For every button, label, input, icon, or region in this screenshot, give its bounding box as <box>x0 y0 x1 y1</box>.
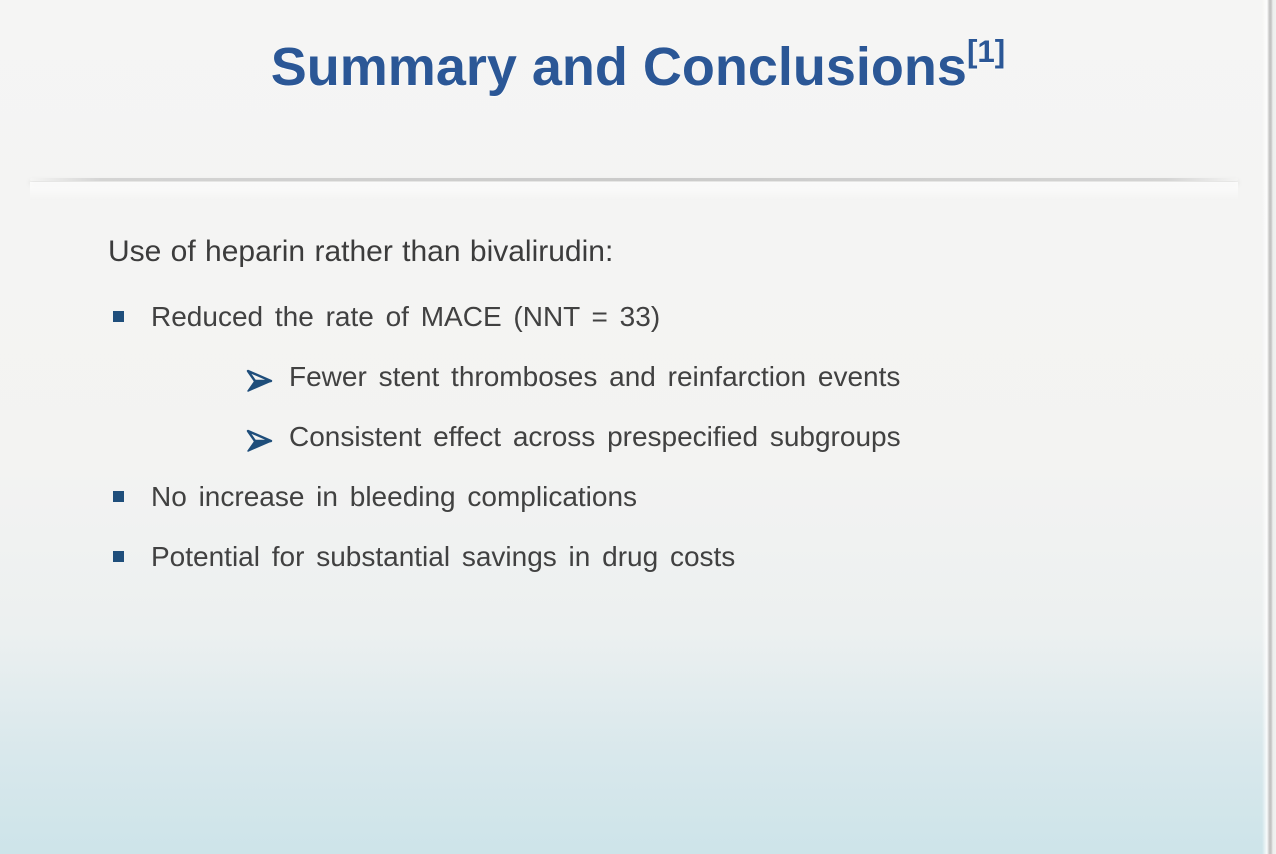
sub-bullet-item: Consistent effect across prespecified su… <box>0 418 1276 456</box>
slide-title-area: Summary and Conclusions[1] <box>0 34 1276 98</box>
horizontal-divider <box>30 178 1238 181</box>
square-bullet-icon <box>113 491 124 502</box>
citation-superscript: [1] <box>966 34 1006 70</box>
bullet-item: No increase in bleeding complications <box>0 478 1276 516</box>
bullet-item: Reduced the rate of MACE (NNT = 33) <box>0 298 1276 336</box>
sub-bullet-item: Fewer stent thromboses and reinfarction … <box>0 358 1276 396</box>
bullet-text: Fewer stent thromboses and reinfarction … <box>289 361 901 392</box>
intro-line: Use of heparin rather than bivalirudin: <box>108 235 614 268</box>
bullet-item: Potential for substantial savings in dru… <box>0 538 1276 576</box>
slide-body: Use of heparin rather than bivalirudin: … <box>0 232 1276 598</box>
bullet-text: Consistent effect across prespecified su… <box>289 421 901 452</box>
bullet-list: Reduced the rate of MACE (NNT = 33) Fewer… <box>0 298 1276 576</box>
bullet-text: Potential for substantial savings in dru… <box>151 541 736 572</box>
square-bullet-icon <box>113 311 124 322</box>
bullet-text: Reduced the rate of MACE (NNT = 33) <box>151 301 661 332</box>
slide-title: Summary and Conclusions[1] <box>270 34 1006 98</box>
divider-glow <box>30 182 1238 200</box>
slide-title-text: Summary and Conclusions <box>270 37 967 97</box>
square-bullet-icon <box>113 551 124 562</box>
arrow-bullet-icon <box>246 365 273 392</box>
arrow-bullet-icon <box>246 425 273 452</box>
bullet-text: No increase in bleeding complications <box>151 481 638 512</box>
